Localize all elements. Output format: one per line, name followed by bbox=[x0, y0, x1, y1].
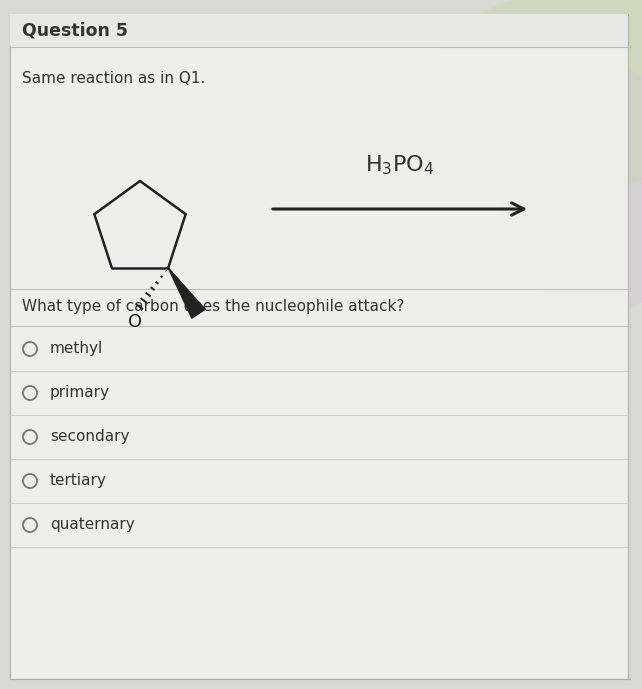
Polygon shape bbox=[168, 268, 205, 318]
Text: What type of carbon does the nucleophile attack?: What type of carbon does the nucleophile… bbox=[22, 299, 404, 314]
Ellipse shape bbox=[430, 0, 642, 189]
Text: secondary: secondary bbox=[50, 429, 130, 444]
Text: quaternary: quaternary bbox=[50, 517, 135, 533]
Bar bbox=[10, 14, 628, 46]
Text: Same reaction as in Q1.: Same reaction as in Q1. bbox=[22, 71, 205, 86]
Text: methyl: methyl bbox=[50, 342, 103, 356]
Text: $\mathregular{H_3PO_4}$: $\mathregular{H_3PO_4}$ bbox=[365, 154, 435, 177]
Text: O: O bbox=[128, 313, 142, 331]
Text: primary: primary bbox=[50, 386, 110, 400]
FancyBboxPatch shape bbox=[10, 14, 628, 679]
Text: tertiary: tertiary bbox=[50, 473, 107, 489]
Text: Question 5: Question 5 bbox=[22, 21, 128, 39]
Ellipse shape bbox=[500, 64, 642, 314]
